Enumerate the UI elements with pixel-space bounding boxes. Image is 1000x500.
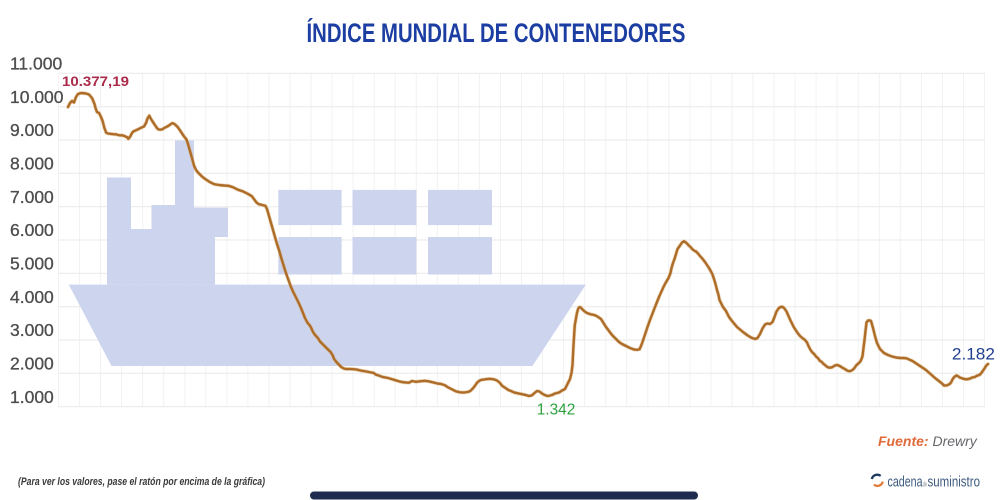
svg-text:suministro: suministro xyxy=(928,475,981,491)
svg-text:de: de xyxy=(923,480,927,489)
svg-text:4.000: 4.000 xyxy=(10,287,54,307)
svg-text:ÍNDICE MUNDIAL DE CONTENEDORES: ÍNDICE MUNDIAL DE CONTENEDORES xyxy=(307,17,686,48)
svg-text:5.000: 5.000 xyxy=(10,254,54,274)
svg-text:10.000: 10.000 xyxy=(10,87,64,107)
svg-text:1.342: 1.342 xyxy=(537,401,576,418)
svg-text:9.000: 9.000 xyxy=(10,120,54,140)
svg-text:2.182: 2.182 xyxy=(952,345,995,364)
svg-text:cadena: cadena xyxy=(888,475,924,491)
svg-text:11.000: 11.000 xyxy=(10,54,62,74)
svg-text:6.000: 6.000 xyxy=(10,220,54,240)
svg-text:7.000: 7.000 xyxy=(10,187,54,207)
svg-text:10.377,19: 10.377,19 xyxy=(62,73,129,89)
svg-text:1.000: 1.000 xyxy=(10,387,54,407)
svg-text:8.000: 8.000 xyxy=(10,154,54,174)
svg-text:(Para ver los valores, pase el: (Para ver los valores, pase el ratón por… xyxy=(18,476,265,488)
svg-text:2.000: 2.000 xyxy=(10,354,54,374)
svg-text:3.000: 3.000 xyxy=(10,320,54,340)
svg-text:Fuente: Drewry: Fuente: Drewry xyxy=(878,433,978,449)
